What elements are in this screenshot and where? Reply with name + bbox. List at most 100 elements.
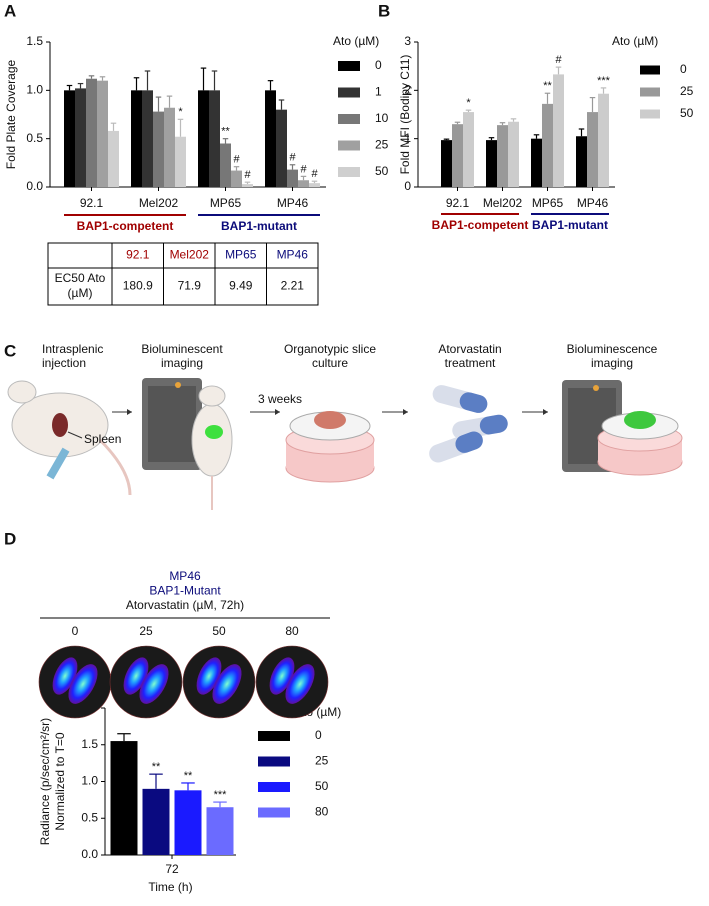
bar: [265, 90, 276, 187]
imager-door: [148, 386, 196, 462]
pills: [429, 385, 508, 463]
legend-swatch: [640, 65, 660, 75]
bar: [576, 136, 587, 187]
y-tick-label: 0.0: [81, 847, 98, 861]
legend-title: Ato (µM): [612, 34, 658, 48]
significance: **: [543, 80, 552, 92]
legend-swatch: [338, 87, 360, 98]
bar: [497, 125, 508, 187]
significance: #: [300, 163, 307, 175]
step-label: Atorvastatin: [438, 342, 501, 356]
legend-label: 0: [375, 58, 382, 72]
table-header: MP65: [225, 248, 257, 262]
y-tick-label: 1.5: [81, 737, 98, 751]
syringe: [46, 447, 70, 480]
significance: *: [178, 106, 183, 118]
y-axis-label: Fold Plate Coverage: [4, 59, 18, 169]
bar: [206, 807, 234, 855]
table-border: [47, 242, 319, 306]
bar: [131, 90, 142, 187]
panel-label: D: [4, 529, 16, 548]
legend-swatch: [258, 807, 290, 818]
group-label: BAP1-competent: [432, 218, 529, 232]
bar: [142, 90, 153, 187]
bar: [198, 90, 209, 187]
table-cell: 9.49: [229, 279, 253, 293]
panel-label: C: [4, 341, 16, 360]
bar: [75, 88, 86, 187]
table-row-label: EC50 Ato: [55, 271, 106, 285]
significance: **: [152, 761, 161, 773]
step-label: treatment: [445, 356, 496, 370]
table-header: Mel202: [170, 248, 210, 262]
pointer: [67, 431, 83, 439]
bar: [108, 130, 119, 187]
legend-swatch: [338, 167, 360, 177]
bar: [508, 121, 519, 187]
legend-swatch: [258, 731, 290, 741]
y-tick-label: 1.0: [81, 774, 98, 788]
imaging-header: BAP1-Mutant: [149, 584, 221, 598]
bar: [441, 140, 452, 187]
legend-swatch: [338, 61, 360, 71]
significance: *: [466, 97, 471, 109]
group-label: BAP1-mutant: [221, 219, 297, 233]
significance: #: [555, 54, 562, 66]
bar: [174, 790, 202, 855]
legend-label: 25: [680, 84, 694, 98]
bar: [531, 138, 542, 187]
slice: [624, 411, 656, 429]
significance: #: [289, 152, 296, 164]
bar: [452, 124, 463, 187]
imaging-header: Atorvastatin (µM, 72h): [126, 598, 244, 612]
bar: [587, 112, 598, 187]
step-label: Bioluminescence: [567, 342, 658, 356]
x-tick-label: MP46: [277, 196, 309, 210]
legend-label: 50: [680, 106, 694, 120]
bar: [298, 180, 309, 187]
step-label: imaging: [591, 356, 633, 370]
step-label: culture: [312, 356, 348, 370]
y-axis-label: Radiance (p/sec/cm²/sr): [38, 718, 52, 845]
organ-label: Spleen: [84, 432, 121, 446]
group-label: BAP1-competent: [77, 219, 174, 233]
legend-label: 10: [375, 111, 389, 125]
y-tick-label: 0.5: [81, 810, 98, 824]
table-cell: 71.9: [178, 279, 202, 293]
x-tick-label: 92.1: [80, 196, 104, 210]
legend-swatch: [258, 782, 290, 792]
bar: [542, 103, 553, 187]
bar: [231, 170, 242, 187]
interval-label: 3 weeks: [258, 392, 302, 406]
signal: [212, 664, 242, 704]
y-tick-label: 3: [404, 34, 411, 48]
panel-label: A: [4, 1, 16, 20]
bar: [553, 74, 564, 187]
table-cell: 2.21: [281, 279, 305, 293]
x-tick-label: 72: [165, 862, 179, 876]
mouse-head: [7, 380, 37, 404]
legend-label: 25: [315, 754, 329, 768]
pill: [479, 414, 508, 435]
y-tick-label: 1.0: [26, 83, 43, 97]
legend-label: 50: [375, 164, 389, 178]
x-tick-label: Mel202: [483, 196, 523, 210]
table-cell: 180.9: [123, 279, 153, 293]
signal: [139, 664, 169, 704]
slice: [314, 411, 346, 429]
step-label: Intrasplenic: [42, 342, 103, 356]
table-header: 92.1: [126, 248, 150, 262]
y-axis-label: Normalized to T=0: [53, 732, 67, 830]
arrow-head: [275, 409, 280, 415]
step-label: imaging: [161, 356, 203, 370]
legend-label: 1: [375, 85, 382, 99]
spleen: [52, 413, 68, 437]
significance: **: [221, 126, 230, 138]
bar: [209, 90, 220, 187]
legend-title: Ato (µM): [333, 34, 379, 48]
pill: [455, 431, 483, 453]
bar: [486, 140, 497, 187]
group-label: BAP1-mutant: [532, 218, 608, 232]
dose-label: 50: [212, 624, 226, 638]
